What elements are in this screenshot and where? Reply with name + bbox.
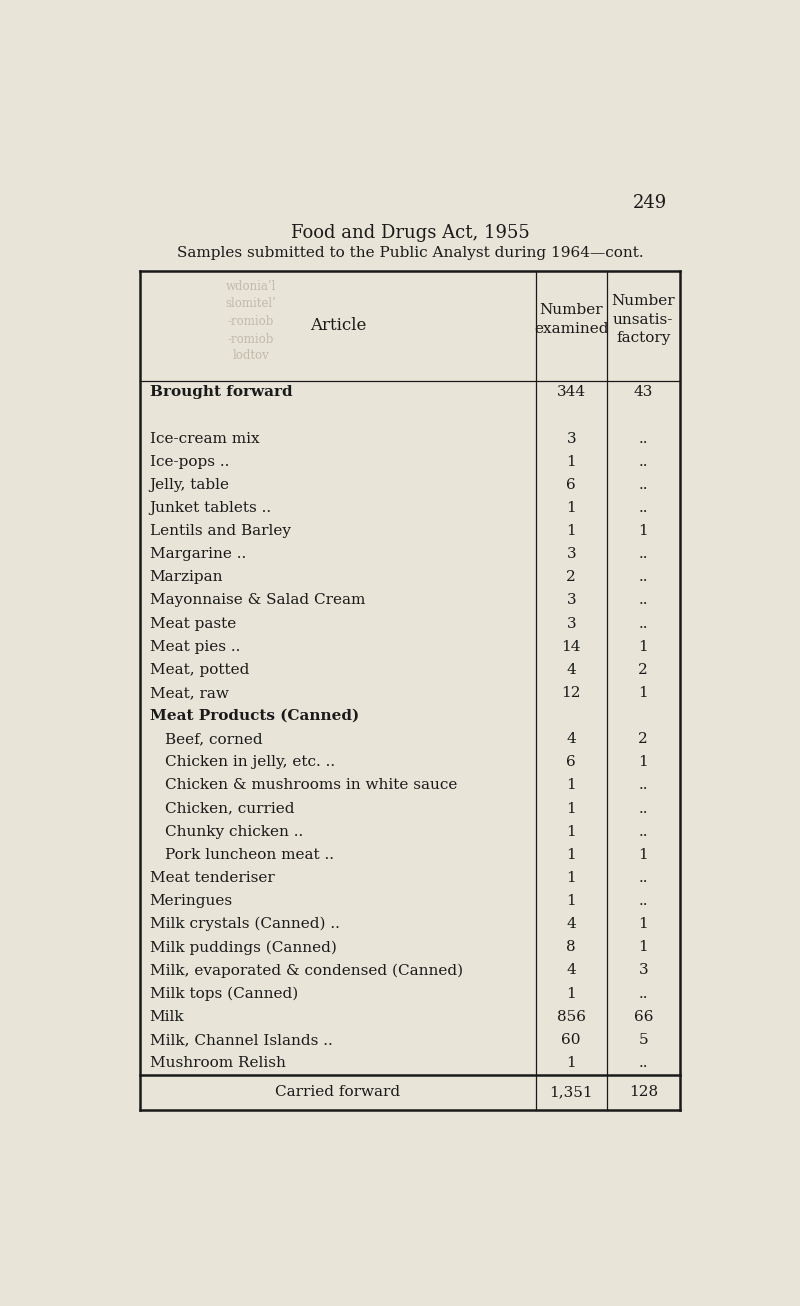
Text: 1: 1 (566, 1057, 576, 1070)
Text: ..: .. (638, 825, 648, 838)
Text: Ice-cream mix: Ice-cream mix (150, 431, 259, 445)
Text: 6: 6 (566, 755, 576, 769)
Text: Margarine ..: Margarine .. (150, 547, 246, 562)
Text: Meat tenderiser: Meat tenderiser (150, 871, 274, 885)
Text: Chunky chicken ..: Chunky chicken .. (165, 825, 303, 838)
Text: wdonia’l: wdonia’l (226, 279, 276, 293)
Text: Marzipan: Marzipan (150, 571, 223, 584)
Text: ..: .. (638, 478, 648, 492)
Text: 8: 8 (566, 940, 576, 955)
Text: Lentils and Barley: Lentils and Barley (150, 524, 290, 538)
Text: 1: 1 (638, 524, 648, 538)
Text: 856: 856 (557, 1010, 586, 1024)
Text: Mushroom Relish: Mushroom Relish (150, 1057, 286, 1070)
Text: 249: 249 (634, 193, 667, 212)
Text: 12: 12 (562, 686, 581, 700)
Text: 4: 4 (566, 733, 576, 746)
Text: 60: 60 (562, 1033, 581, 1047)
Text: Food and Drugs Act, 1955: Food and Drugs Act, 1955 (290, 225, 530, 243)
Text: ..: .. (638, 802, 648, 816)
Text: -romiob: -romiob (228, 333, 274, 346)
Text: Milk puddings (Canned): Milk puddings (Canned) (150, 940, 337, 955)
Text: Meat pies ..: Meat pies .. (150, 640, 240, 654)
Text: ..: .. (638, 986, 648, 1000)
Text: Number
unsatis-
factory: Number unsatis- factory (611, 294, 675, 345)
Text: slomitel’: slomitel’ (226, 298, 277, 311)
Text: ..: .. (638, 616, 648, 631)
Text: 1: 1 (566, 502, 576, 515)
Text: 1: 1 (638, 848, 648, 862)
Text: Meringues: Meringues (150, 895, 233, 908)
Text: ..: .. (638, 502, 648, 515)
Text: 3: 3 (566, 547, 576, 562)
Text: 1: 1 (566, 871, 576, 885)
Text: 1: 1 (566, 986, 576, 1000)
Text: 1: 1 (566, 825, 576, 838)
Text: 14: 14 (562, 640, 581, 654)
Text: Chicken, curried: Chicken, curried (165, 802, 294, 816)
Text: 5: 5 (638, 1033, 648, 1047)
Text: Beef, corned: Beef, corned (165, 733, 262, 746)
Text: 1: 1 (638, 940, 648, 955)
Text: Junket tablets ..: Junket tablets .. (150, 502, 272, 515)
Text: ..: .. (638, 547, 648, 562)
Text: Milk tops (Canned): Milk tops (Canned) (150, 986, 298, 1000)
Text: Meat paste: Meat paste (150, 616, 236, 631)
Text: Number
examined: Number examined (534, 303, 609, 336)
Text: 1,351: 1,351 (550, 1085, 593, 1100)
Text: Meat, potted: Meat, potted (150, 663, 249, 677)
Text: 4: 4 (566, 917, 576, 931)
Text: Brought forward: Brought forward (150, 385, 292, 400)
Text: 6: 6 (566, 478, 576, 492)
Text: 1: 1 (566, 895, 576, 908)
Text: Chicken & mushrooms in white sauce: Chicken & mushrooms in white sauce (165, 778, 458, 793)
Text: Milk, Channel Islands ..: Milk, Channel Islands .. (150, 1033, 332, 1047)
Text: Meat Products (Canned): Meat Products (Canned) (150, 709, 359, 724)
Text: ..: .. (638, 778, 648, 793)
Text: Chicken in jelly, etc. ..: Chicken in jelly, etc. .. (165, 755, 335, 769)
Text: 1: 1 (638, 917, 648, 931)
Text: 4: 4 (566, 964, 576, 977)
Text: 1: 1 (566, 778, 576, 793)
Text: Ice-pops ..: Ice-pops .. (150, 454, 229, 469)
Text: Milk: Milk (150, 1010, 184, 1024)
Text: 128: 128 (629, 1085, 658, 1100)
Text: ..: .. (638, 571, 648, 584)
Text: -romiob: -romiob (228, 315, 274, 328)
Text: Carried forward: Carried forward (275, 1085, 401, 1100)
Text: ..: .. (638, 593, 648, 607)
Text: ..: .. (638, 431, 648, 445)
Text: ..: .. (638, 454, 648, 469)
Text: 1: 1 (638, 755, 648, 769)
Text: 2: 2 (638, 733, 648, 746)
Text: 344: 344 (557, 385, 586, 400)
Text: Article: Article (310, 317, 366, 334)
Text: Milk crystals (Canned) ..: Milk crystals (Canned) .. (150, 917, 339, 931)
Text: Meat, raw: Meat, raw (150, 686, 229, 700)
Text: 66: 66 (634, 1010, 653, 1024)
Text: 4: 4 (566, 663, 576, 677)
Text: 3: 3 (566, 593, 576, 607)
Text: Mayonnaise & Salad Cream: Mayonnaise & Salad Cream (150, 593, 365, 607)
Text: 1: 1 (566, 848, 576, 862)
Text: 3: 3 (566, 616, 576, 631)
Text: 43: 43 (634, 385, 653, 400)
Text: 2: 2 (638, 663, 648, 677)
Text: ..: .. (638, 1057, 648, 1070)
Text: 2: 2 (566, 571, 576, 584)
Text: ..: .. (638, 895, 648, 908)
Text: 1: 1 (566, 454, 576, 469)
Text: Samples submitted to the Public Analyst during 1964—cont.: Samples submitted to the Public Analyst … (177, 246, 643, 260)
Text: Milk, evaporated & condensed (Canned): Milk, evaporated & condensed (Canned) (150, 964, 462, 978)
Text: lodtov: lodtov (233, 349, 270, 362)
Text: Pork luncheon meat ..: Pork luncheon meat .. (165, 848, 334, 862)
Text: 3: 3 (638, 964, 648, 977)
Text: 1: 1 (638, 640, 648, 654)
Text: 3: 3 (566, 431, 576, 445)
Text: Jelly, table: Jelly, table (150, 478, 230, 492)
Text: 1: 1 (566, 802, 576, 816)
Text: ..: .. (638, 871, 648, 885)
Text: 1: 1 (566, 524, 576, 538)
Text: 1: 1 (638, 686, 648, 700)
